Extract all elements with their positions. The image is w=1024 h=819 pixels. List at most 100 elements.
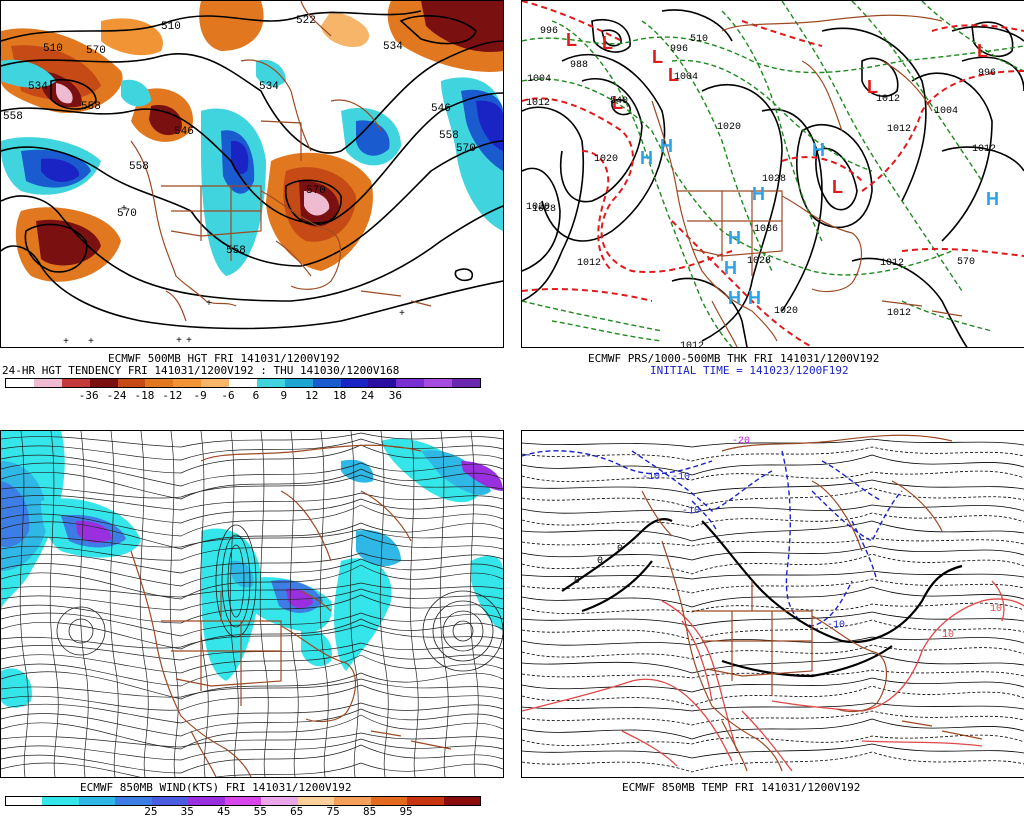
- isotherm: [522, 734, 1024, 746]
- streamline: [1, 468, 503, 500]
- coastlines: [651, 14, 963, 347]
- streamline: [1, 588, 503, 611]
- wind-scale-label: 25: [144, 805, 158, 818]
- isotherm: [522, 487, 1024, 509]
- isobar-label: 996: [978, 68, 996, 79]
- tendency-scale-swatch: [6, 379, 34, 387]
- isobar-label: 1012: [577, 258, 601, 269]
- isotherm: [522, 743, 1024, 759]
- temp-thick-contours: [561, 517, 963, 678]
- streamline: [1, 564, 503, 600]
- isobars: [522, 9, 1024, 347]
- isotherm: [522, 652, 1024, 674]
- streamline: [289, 431, 299, 777]
- wind-color-scale: [5, 796, 481, 806]
- caption-br-1: ECMWF 850MB TEMP FRI 141031/1200V192: [622, 781, 861, 794]
- streamline: [1, 504, 503, 537]
- tendency-scale-label: 24: [360, 389, 375, 402]
- isotherm: [522, 586, 1024, 608]
- panel-850mb-wind: [0, 430, 504, 778]
- high-pressure-marker: H: [752, 184, 765, 204]
- tendency-scale-swatch: [452, 379, 480, 387]
- isotherm: [522, 685, 1024, 707]
- isobar-label: 1004: [527, 74, 551, 85]
- streamline: [1, 521, 503, 550]
- high-markers: H H H H H H H H H: [640, 136, 999, 308]
- streamline: [1, 462, 503, 487]
- streamline: [1, 594, 503, 624]
- isotherm: [522, 619, 1024, 641]
- streamline: [1, 474, 503, 499]
- streamline: [79, 431, 89, 777]
- streamline: [1, 552, 503, 574]
- isotherm: [522, 545, 1024, 561]
- wind-scale-label: 95: [399, 805, 413, 818]
- streamline: [19, 431, 29, 777]
- low-pressure-marker: L: [652, 47, 663, 67]
- wind-scale-swatch: [334, 797, 371, 805]
- streamline: [319, 431, 329, 777]
- svg-text:+: +: [88, 337, 94, 347]
- isotherm: [522, 751, 1024, 773]
- streamline: [1, 582, 503, 598]
- streamline: [1, 654, 503, 687]
- tendency-scale-label: 18: [332, 389, 347, 402]
- streamline: [1, 702, 503, 724]
- isobar-label: 570: [957, 257, 975, 268]
- high-pressure-marker: H: [660, 136, 673, 156]
- low-pressure-marker: L: [977, 41, 988, 61]
- isobar-label: 1012: [887, 308, 911, 319]
- isobar-label: 996: [540, 26, 558, 37]
- tendency-scale-swatch: [61, 379, 90, 387]
- isobar-label: 1004: [934, 106, 958, 117]
- isotherm: [522, 644, 1024, 660]
- isobar-label: 1012: [887, 124, 911, 135]
- tendency-scale-label: -9: [193, 389, 207, 402]
- wind-scale-swatch: [6, 797, 43, 805]
- temp-isotherms-black: [522, 438, 1024, 773]
- isotherm: [522, 470, 1024, 482]
- isobar-label: 540: [610, 96, 628, 107]
- svg-text:+: +: [176, 336, 182, 347]
- streamline: [169, 431, 179, 777]
- tendency-scale-swatch: [89, 379, 118, 387]
- isotherm-label: 0: [617, 544, 623, 555]
- high-pressure-marker: H: [640, 148, 653, 168]
- low-pressure-marker: L: [612, 93, 623, 113]
- wind-scale-swatch: [297, 797, 335, 805]
- streamline: [199, 431, 209, 777]
- isotherm-label: 0: [597, 556, 603, 567]
- panel-500mb-height: + + + + + + + + 510 522 534 510 570 534 …: [0, 0, 504, 348]
- wind-scale-swatch: [407, 797, 444, 805]
- map-pressure-thickness: H H H H H H H H H L L L L L L L L 996 98…: [522, 1, 1024, 347]
- tendency-scale-swatch: [340, 379, 369, 387]
- streamline: [1, 528, 503, 548]
- contour-label: 558: [226, 245, 246, 257]
- wind-scale-swatch: [370, 797, 408, 805]
- isobar-label: 1012: [880, 258, 904, 269]
- isotherm-label: -20: [732, 436, 750, 447]
- panel-850mb-temp: -10 -10 -20 -10 -10 0 0 0 10 10: [521, 430, 1024, 778]
- contour-label: 570: [306, 185, 326, 197]
- isotherm-label: -10: [642, 472, 660, 483]
- tendency-color-scale: [5, 378, 481, 388]
- wind-scale-swatch: [224, 797, 262, 805]
- streamline: [409, 431, 419, 777]
- isotherm: [522, 602, 1024, 614]
- isotherm: [522, 537, 1024, 547]
- isotherm-label: -10: [672, 472, 690, 483]
- isobar-label: 996: [670, 44, 688, 55]
- map-500mb: + + + + + + + + 510 522 534 510 570 534 …: [1, 1, 503, 347]
- contour-label: 558: [129, 161, 149, 173]
- streamline: [1, 618, 503, 650]
- isotherm: [522, 520, 1024, 542]
- tendency-scale-swatch: [33, 379, 62, 387]
- streamline: [1, 438, 503, 461]
- coastlines: [641, 434, 983, 772]
- wind-scale-label: 45: [217, 805, 231, 818]
- wind-shading: [1, 431, 503, 708]
- streamline: [1, 534, 503, 561]
- coastlines: [130, 444, 452, 777]
- low-pressure-marker: L: [602, 33, 613, 53]
- thickness-warm: [522, 1, 1024, 347]
